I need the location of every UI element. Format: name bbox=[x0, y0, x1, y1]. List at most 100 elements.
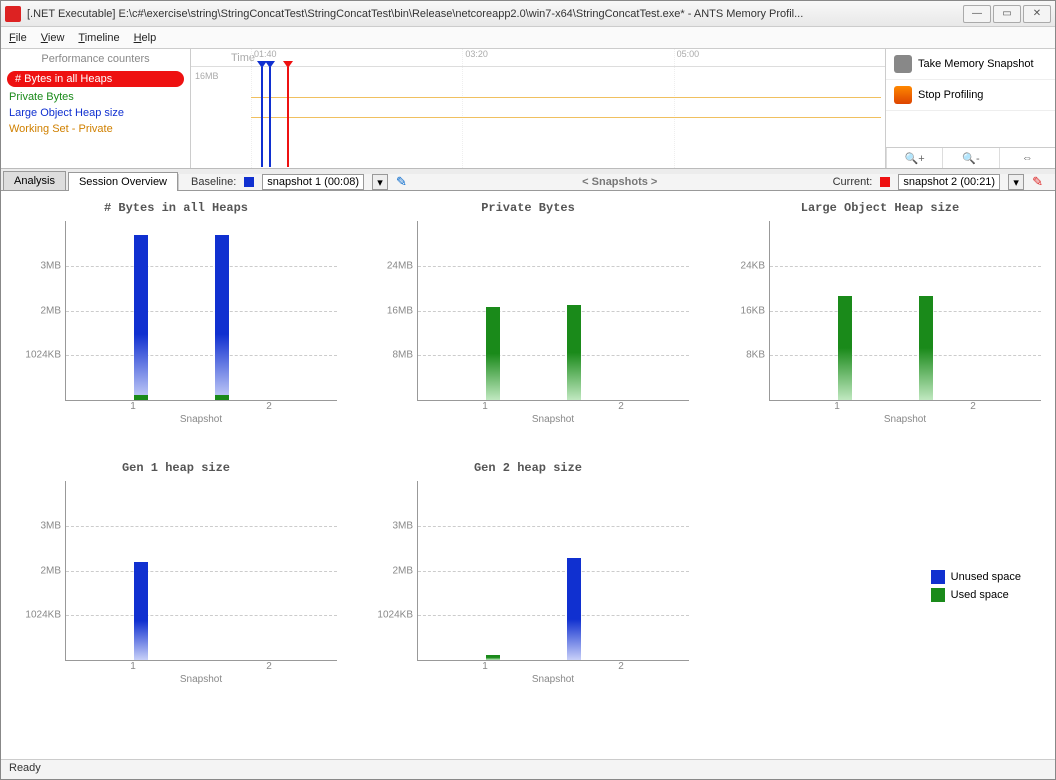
x-tick: 1 bbox=[65, 401, 201, 412]
chart-0: # Bytes in all Heaps3MB2MB1024KB12Snapsh… bbox=[5, 201, 347, 451]
current-edit-icon[interactable]: ✎ bbox=[1032, 174, 1043, 190]
current-dropdown-arrow[interactable]: ▾ bbox=[1008, 174, 1024, 190]
chart-title: # Bytes in all Heaps bbox=[5, 201, 347, 215]
actions-panel: Take Memory Snapshot Stop Profiling 🔍+ 🔍… bbox=[885, 49, 1055, 168]
stop-icon bbox=[894, 86, 912, 104]
current-label: Current: bbox=[833, 176, 873, 188]
chart-3: Gen 1 heap size3MB2MB1024KB12Snapshot bbox=[5, 461, 347, 711]
x-axis-label: Snapshot bbox=[357, 414, 699, 425]
chart-4: Gen 2 heap size3MB2MB1024KB12Snapshot bbox=[357, 461, 699, 711]
tab-analysis[interactable]: Analysis bbox=[3, 171, 66, 190]
x-axis-label: Snapshot bbox=[5, 674, 347, 685]
x-tick: 1 bbox=[65, 661, 201, 672]
bar[interactable] bbox=[486, 307, 500, 400]
legend-unused: Unused space bbox=[931, 570, 1021, 584]
y-tick: 2MB bbox=[363, 565, 413, 576]
x-tick: 2 bbox=[553, 661, 689, 672]
y-tick: 8KB bbox=[715, 350, 765, 361]
bar[interactable] bbox=[134, 562, 148, 660]
y-tick: 8MB bbox=[363, 350, 413, 361]
current-value: snapshot 2 (00:21) bbox=[903, 176, 995, 188]
current-swatch bbox=[880, 177, 890, 187]
baseline-edit-icon[interactable]: ✎ bbox=[396, 174, 407, 190]
plot-area: 3MB2MB1024KB bbox=[65, 221, 337, 401]
zoom-in-button[interactable]: 🔍+ bbox=[886, 148, 942, 168]
bar[interactable] bbox=[567, 305, 581, 400]
bar[interactable] bbox=[919, 296, 933, 400]
timeline-marker[interactable] bbox=[261, 67, 263, 167]
snapshots-nav[interactable]: < Snapshots > bbox=[415, 176, 825, 188]
x-tick: 2 bbox=[905, 401, 1041, 412]
x-tick: 2 bbox=[553, 401, 689, 412]
zoom-fit-button[interactable]: ⇔ bbox=[999, 148, 1055, 168]
zoom-out-button[interactable]: 🔍- bbox=[942, 148, 998, 168]
menu-timeline[interactable]: Timeline bbox=[78, 32, 119, 44]
baseline-dropdown[interactable]: snapshot 1 (00:08) bbox=[262, 174, 364, 190]
perf-header: Performance counters bbox=[1, 49, 190, 69]
content-area: # Bytes in all Heaps3MB2MB1024KB12Snapsh… bbox=[1, 191, 1055, 759]
bar[interactable] bbox=[567, 558, 581, 660]
window-title: [.NET Executable] E:\c#\exercise\string\… bbox=[27, 8, 963, 20]
close-button[interactable]: ✕ bbox=[1023, 5, 1051, 23]
chart-title: Gen 1 heap size bbox=[5, 461, 347, 475]
plot-area: 3MB2MB1024KB bbox=[417, 481, 689, 661]
menubar: File View Timeline Help bbox=[1, 27, 1055, 49]
tab-bar: Analysis Session Overview Baseline: snap… bbox=[1, 169, 1055, 191]
timeline-panel[interactable]: Time 01:4003:2005:00 16MB bbox=[191, 49, 885, 168]
x-tick: 2 bbox=[201, 401, 337, 412]
timeline-y-label: 16MB bbox=[195, 71, 219, 81]
timeline-marker[interactable] bbox=[269, 67, 271, 167]
camera-icon bbox=[894, 55, 912, 73]
perf-item-1[interactable]: Private Bytes bbox=[1, 89, 190, 105]
timeline-marker[interactable] bbox=[287, 67, 289, 167]
y-tick: 16KB bbox=[715, 305, 765, 316]
titlebar: [.NET Executable] E:\c#\exercise\string\… bbox=[1, 1, 1055, 27]
menu-file[interactable]: File bbox=[9, 32, 27, 44]
chart-2: Large Object Heap size 24KB 16KB 8KB 12 Snaps… bbox=[709, 201, 1051, 451]
x-axis-label: Snapshot bbox=[5, 414, 347, 425]
baseline-dropdown-arrow[interactable]: ▾ bbox=[372, 174, 388, 190]
bar[interactable] bbox=[838, 296, 852, 400]
current-dropdown[interactable]: snapshot 2 (00:21) bbox=[898, 174, 1000, 190]
baseline-label: Baseline: bbox=[191, 176, 236, 188]
stop-profiling-button[interactable]: Stop Profiling bbox=[886, 80, 1055, 111]
baseline-swatch bbox=[244, 177, 254, 187]
y-tick: 1024KB bbox=[11, 350, 61, 361]
app-icon bbox=[5, 6, 21, 22]
chart-title: Gen 2 heap size bbox=[357, 461, 699, 475]
perf-item-0[interactable]: # Bytes in all Heaps bbox=[7, 71, 184, 87]
perf-item-3[interactable]: Working Set - Private bbox=[1, 121, 190, 137]
menu-help[interactable]: Help bbox=[134, 32, 157, 44]
y-tick: 24KB bbox=[715, 260, 765, 271]
status-bar: Ready bbox=[1, 759, 1055, 779]
plot-area: 3MB2MB1024KB bbox=[65, 481, 337, 661]
x-tick: 1 bbox=[417, 661, 553, 672]
x-axis-label: Snapshot bbox=[357, 674, 699, 685]
take-snapshot-button[interactable]: Take Memory Snapshot bbox=[886, 49, 1055, 80]
minimize-button[interactable]: ― bbox=[963, 5, 991, 23]
bar[interactable] bbox=[134, 235, 148, 400]
x-axis-label: Snapshot bbox=[709, 414, 1051, 425]
y-tick: 2MB bbox=[11, 565, 61, 576]
menu-view[interactable]: View bbox=[41, 32, 65, 44]
chart-1: Private Bytes24MB16MB8MB12Snapshot bbox=[357, 201, 699, 451]
y-tick: 3MB bbox=[11, 520, 61, 531]
maximize-button[interactable]: ▭ bbox=[993, 5, 1021, 23]
bar[interactable] bbox=[486, 655, 500, 660]
x-tick: 1 bbox=[417, 401, 553, 412]
y-tick: 16MB bbox=[363, 305, 413, 316]
legend-panel: Unused spaceUsed space bbox=[709, 461, 1051, 711]
y-tick: 2MB bbox=[11, 305, 61, 316]
perf-item-2[interactable]: Large Object Heap size bbox=[1, 105, 190, 121]
y-tick: 1024KB bbox=[363, 610, 413, 621]
y-tick: 3MB bbox=[363, 520, 413, 531]
baseline-value: snapshot 1 (00:08) bbox=[267, 176, 359, 188]
chart-title: Large Object Heap size bbox=[709, 201, 1051, 215]
tab-session-overview[interactable]: Session Overview bbox=[68, 172, 178, 191]
stop-profiling-label: Stop Profiling bbox=[918, 89, 983, 101]
plot-area: 24MB16MB8MB bbox=[417, 221, 689, 401]
bar[interactable] bbox=[215, 235, 229, 400]
performance-counters-panel: Performance counters # Bytes in all Heap… bbox=[1, 49, 191, 168]
x-tick: 1 bbox=[769, 401, 905, 412]
y-tick: 3MB bbox=[11, 260, 61, 271]
